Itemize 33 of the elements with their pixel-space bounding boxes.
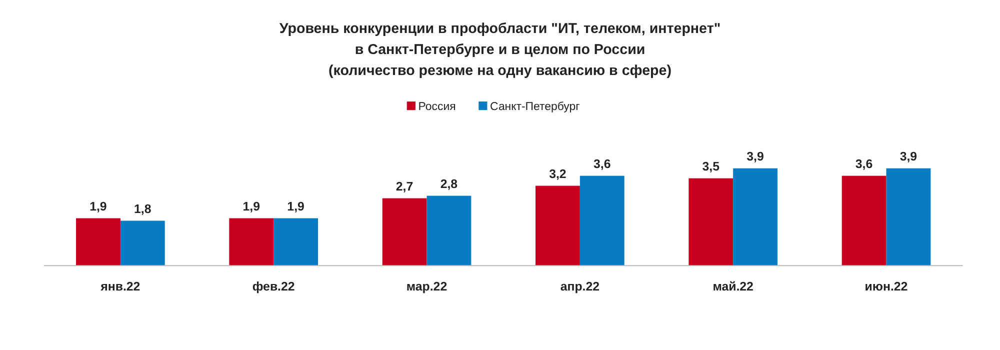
bar [842, 176, 886, 266]
data-label: 3,9 [746, 150, 764, 164]
data-label: 1,9 [242, 200, 260, 214]
data-label: 3,6 [594, 157, 611, 172]
x-tick-label: янв.22 [100, 279, 140, 294]
bar [229, 218, 274, 266]
bar [688, 178, 734, 266]
data-label: 3,9 [900, 150, 918, 164]
data-label: 1,8 [134, 202, 152, 216]
x-tick-label: фев.22 [252, 279, 295, 294]
data-label: 2,7 [396, 180, 414, 194]
data-label: 1,9 [90, 200, 107, 214]
legend-label: Санкт-Петербург [490, 101, 580, 114]
data-label: 3,2 [549, 167, 566, 182]
legend-label: Россия [418, 101, 456, 114]
chart-title: Уровень конкуренции в профобласти "ИТ, телеком, интернет" в Санкт-Петербурге и в целом по России (количество резюме на одну вакансию в сфере) [279, 20, 721, 79]
x-tick-label: апр.22 [560, 279, 600, 294]
bar [536, 186, 580, 266]
bar [274, 218, 318, 266]
x-tick-label: май.22 [712, 279, 754, 294]
bar [580, 176, 624, 266]
bar [382, 198, 427, 266]
bar [733, 168, 778, 266]
bar [426, 196, 472, 266]
data-label: 2,8 [440, 177, 458, 192]
bar [886, 168, 931, 266]
bar [120, 220, 165, 266]
x-tick-label: июн.22 [864, 279, 908, 294]
data-label: 3,5 [702, 160, 720, 174]
x-tick-label: мар.22 [406, 279, 448, 294]
data-label: 1,9 [287, 200, 305, 214]
bar [76, 218, 120, 266]
data-label: 3,6 [855, 157, 873, 172]
